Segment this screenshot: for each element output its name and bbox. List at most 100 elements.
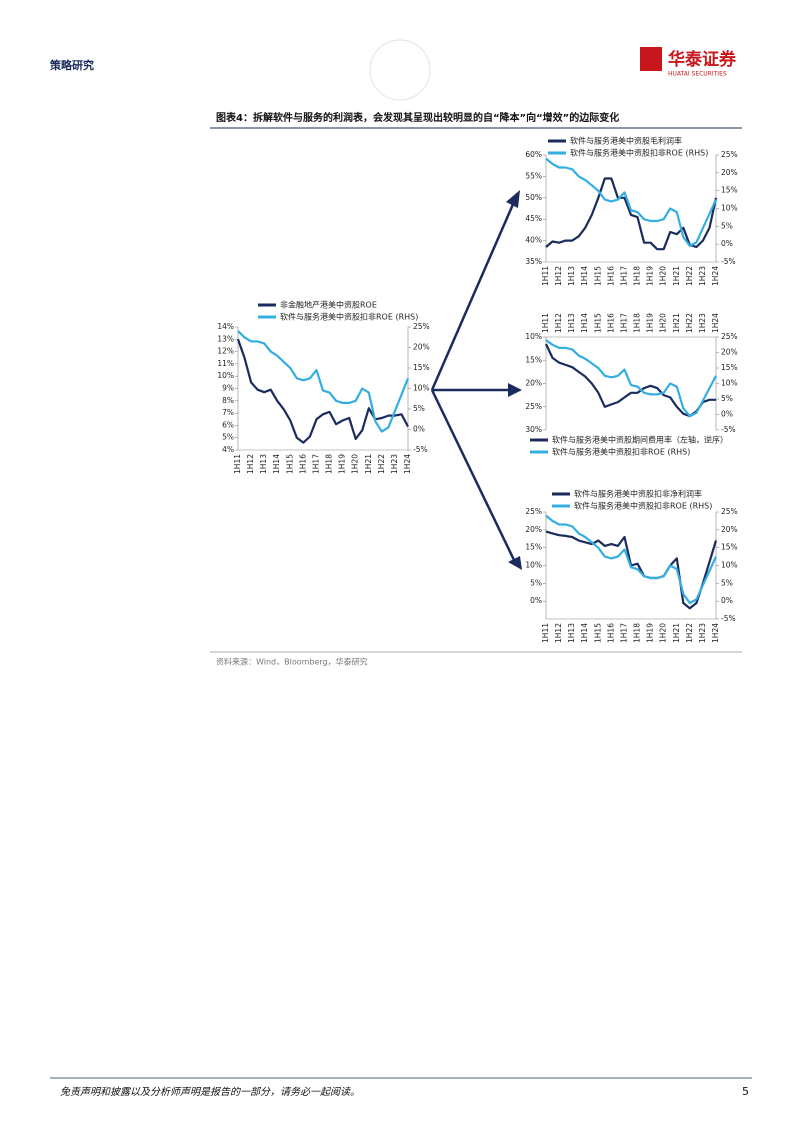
y-tick-label: 6% [222, 420, 234, 429]
y-tick-label: 20% [525, 379, 542, 388]
logo-text: 华泰证券 [668, 49, 737, 70]
x-tick-label: 1H23 [390, 454, 399, 474]
x-tick-label: 1H24 [711, 623, 720, 643]
logo-icon [640, 47, 662, 71]
y2-tick-label: 0% [413, 425, 425, 434]
y2-tick-label: 25% [721, 332, 738, 341]
x-tick-label: 1H13 [567, 266, 576, 286]
y2-tick-label: 15% [721, 186, 738, 195]
y2-tick-label: 5% [721, 578, 733, 587]
x-tick-label: 1H13 [259, 454, 268, 474]
y2-tick-label: 25% [721, 150, 738, 159]
x-tick-label: 1H23 [698, 623, 707, 643]
y-tick-label: 10% [217, 371, 234, 380]
y2-tick-label: 15% [721, 543, 738, 552]
x-tick-label: 1H20 [351, 454, 360, 474]
y2-tick-label: 10% [721, 379, 738, 388]
y2-tick-label: 15% [413, 363, 430, 372]
y-tick-label: 50% [525, 193, 542, 202]
y2-tick-label: 20% [413, 343, 430, 352]
y2-tick-label: 5% [721, 394, 733, 403]
series-line [545, 339, 717, 418]
x-tick-label: 1H20 [659, 266, 668, 286]
x-tick-label: 1H20 [659, 313, 668, 333]
y2-tick-label: 20% [721, 168, 738, 177]
x-tick-label: 1H12 [246, 454, 255, 474]
y-tick-label: 25% [525, 507, 542, 516]
y-tick-label: 15% [525, 543, 542, 552]
y-tick-label: 20% [525, 525, 542, 534]
y2-tick-label: 10% [413, 384, 430, 393]
series-line [545, 514, 718, 605]
x-tick-label: 1H19 [646, 266, 655, 286]
x-tick-label: 1H21 [672, 313, 681, 333]
x-tick-label: 1H19 [646, 623, 655, 643]
y-tick-label: 0% [530, 596, 542, 605]
x-tick-label: 1H14 [272, 454, 281, 474]
x-tick-label: 1H23 [698, 313, 707, 333]
series-line [545, 157, 718, 247]
page-number: 5 [742, 1085, 749, 1098]
y2-tick-label: 10% [721, 561, 738, 570]
source: 资料来源：Wind，Bloomberg，华泰研究 [216, 657, 368, 667]
y-tick-label: 25% [525, 402, 542, 411]
x-tick-label: 1H16 [298, 454, 307, 474]
y2-tick-label: -5% [721, 257, 736, 266]
legend-label: 软件与服务港美中资股扣非ROE (RHS) [552, 447, 690, 457]
legend-label: 软件与服务港美中资股扣非净利润率 [574, 489, 702, 499]
y-tick-label: 7% [222, 408, 234, 417]
x-tick-label: 1H16 [606, 313, 615, 333]
y2-tick-label: -5% [413, 445, 428, 454]
x-tick-label: 1H21 [672, 266, 681, 286]
y-tick-label: 40% [525, 236, 542, 245]
x-tick-label: 1H22 [685, 313, 694, 333]
y-tick-label: 12% [217, 347, 234, 356]
x-tick-label: 1H17 [619, 266, 628, 286]
y2-tick-label: 25% [721, 507, 738, 516]
series-line [236, 338, 409, 444]
x-tick-label: 1H15 [285, 454, 294, 474]
x-tick-label: 1H19 [646, 313, 655, 333]
legend-label: 软件与服务港美中资股扣非ROE (RHS) [574, 501, 712, 511]
header-decoration [369, 39, 431, 101]
legend-label: 非金融地产港美中资股ROE [280, 300, 377, 310]
y2-tick-label: 0% [721, 596, 733, 605]
arrows [430, 190, 522, 570]
y-tick-label: 11% [217, 359, 234, 368]
x-tick-label: 1H17 [311, 454, 320, 474]
x-tick-label: 1H24 [711, 313, 720, 333]
legend-label: 软件与服务港美中资股毛利润率 [570, 136, 682, 146]
x-tick-label: 1H14 [580, 266, 589, 286]
x-tick-label: 1H20 [659, 623, 668, 643]
y-tick-label: 55% [525, 171, 542, 180]
disclaimer: 免责声明和披露以及分析师声明是报告的一部分，请务必一起阅读。 [60, 1086, 360, 1098]
x-tick-label: 1H13 [567, 313, 576, 333]
logo-en: HUATAI SECURITIES [668, 71, 727, 78]
y-tick-label: 4% [222, 445, 234, 454]
y2-tick-label: 20% [721, 348, 738, 357]
y-tick-label: 10% [525, 561, 542, 570]
y-tick-label: 13% [217, 334, 234, 343]
series-line [545, 530, 718, 610]
x-tick-label: 1H12 [554, 623, 563, 643]
figure-title: 图表4：拆解软件与服务的利润表，会发现其呈现出较明显的自“降本”向“增效”的边际… [216, 111, 619, 124]
x-tick-label: 1H18 [633, 266, 642, 286]
x-tick-label: 1H17 [619, 623, 628, 643]
y-tick-label: 9% [222, 384, 234, 393]
legend-label: 软件与服务港美中资股扣非ROE (RHS) [570, 148, 708, 158]
y2-tick-label: 10% [721, 204, 738, 213]
series-line [237, 330, 410, 433]
x-tick-label: 1H11 [541, 266, 550, 286]
y2-tick-label: 20% [721, 525, 738, 534]
y-tick-label: 15% [525, 355, 542, 364]
series-line [545, 177, 718, 251]
y-tick-label: 5% [530, 578, 542, 587]
y2-tick-label: 5% [413, 404, 425, 413]
x-tick-label: 1H22 [685, 266, 694, 286]
x-tick-label: 1H24 [711, 266, 720, 286]
x-tick-label: 1H11 [233, 454, 242, 474]
x-tick-label: 1H24 [403, 454, 412, 474]
x-tick-label: 1H14 [580, 313, 589, 333]
x-tick-label: 1H14 [580, 623, 589, 643]
